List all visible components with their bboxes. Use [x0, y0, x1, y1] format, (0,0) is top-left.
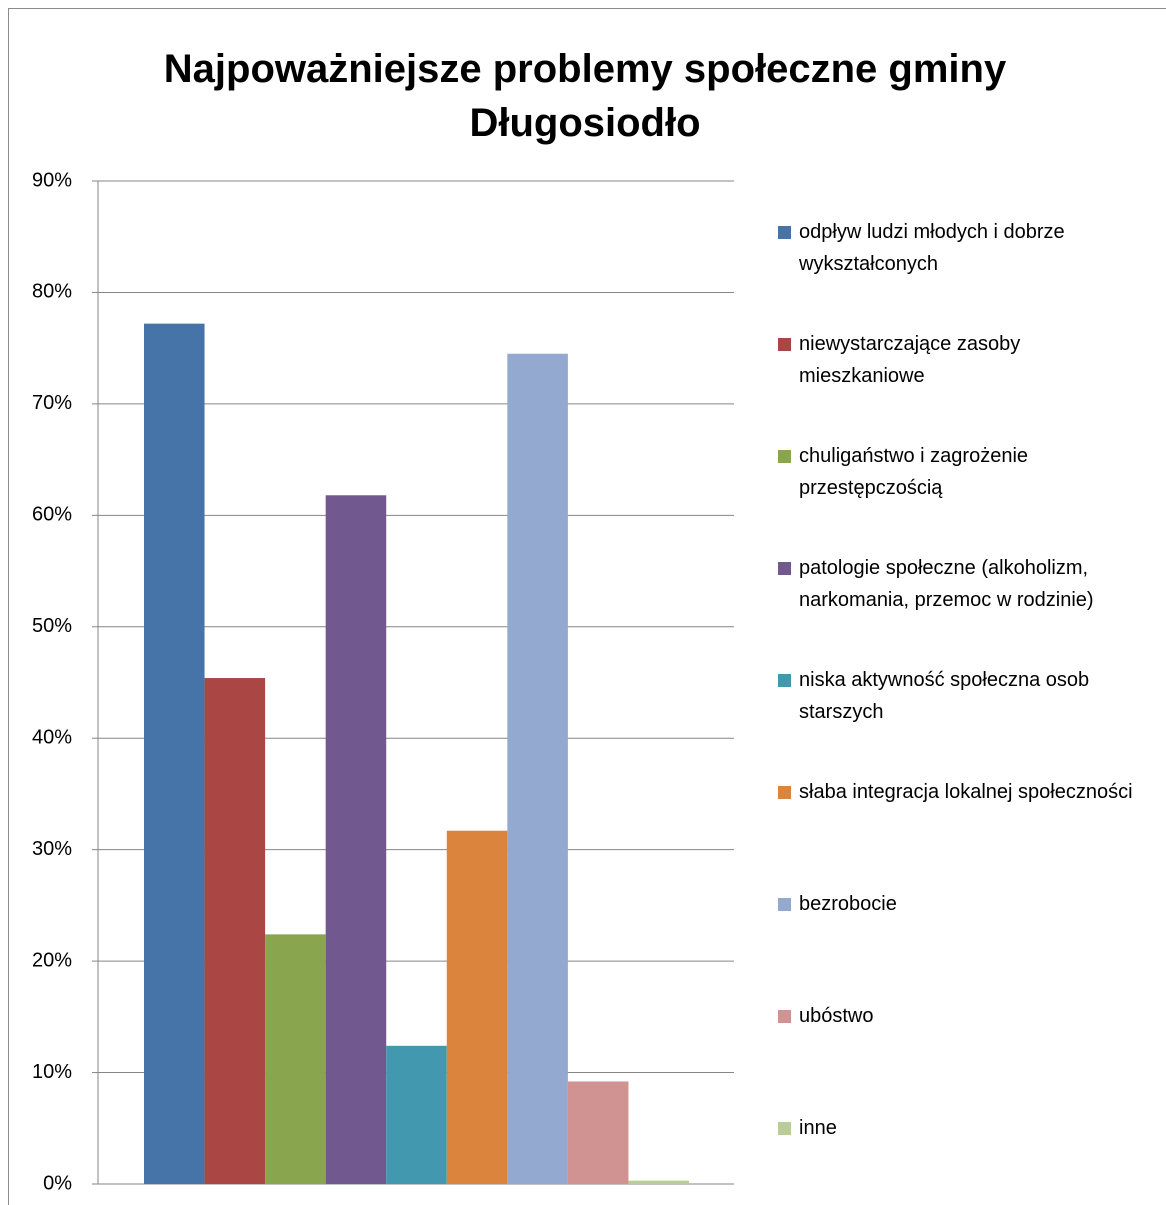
legend-swatch	[778, 562, 791, 575]
y-tick-label: 10%	[32, 1061, 72, 1083]
legend-item: inne	[778, 1112, 1148, 1144]
y-tick-label: 70%	[32, 392, 72, 414]
legend-label: odpływ ludzi młodych i dobrze wykształco…	[799, 221, 1065, 275]
bar	[386, 1045, 447, 1184]
legend-label: patologie społeczne (alkoholizm, narkoma…	[799, 557, 1094, 611]
legend-item: patologie społeczne (alkoholizm, narkoma…	[778, 552, 1148, 616]
bar	[507, 353, 568, 1184]
bar	[567, 1081, 629, 1184]
legend-label: bezrobocie	[799, 893, 897, 915]
legend-swatch	[778, 1122, 791, 1135]
legend-item: chuligaństwo i zagrożenie przestępczości…	[778, 440, 1148, 504]
legend-swatch	[778, 674, 791, 687]
legend-swatch	[778, 450, 791, 463]
legend-label: słaba integracja lokalnej społeczności	[799, 781, 1133, 803]
bar	[325, 495, 387, 1185]
y-tick-label: 0%	[43, 1172, 72, 1194]
y-tick-label: 50%	[32, 615, 72, 637]
legend-swatch	[778, 226, 791, 239]
legend-item: niewystarczające zasoby mieszkaniowe	[778, 328, 1148, 392]
legend-label: inne	[799, 1117, 837, 1139]
chart-frame	[8, 8, 1166, 1205]
legend-item: ubóstwo	[778, 1000, 1148, 1032]
legend-item: bezrobocie	[778, 888, 1148, 920]
legend-label: niska aktywność społeczna osob starszych	[799, 669, 1090, 723]
y-tick-label: 30%	[32, 838, 72, 860]
bar	[144, 323, 205, 1184]
legend-item: słaba integracja lokalnej społeczności	[778, 776, 1148, 808]
chart-title: Najpoważniejsze problemy społeczne gminy…	[163, 47, 1007, 145]
legend-label: ubóstwo	[799, 1005, 874, 1027]
y-tick-label: 90%	[32, 169, 72, 191]
y-tick-label: 20%	[32, 949, 72, 971]
legend-swatch	[778, 338, 791, 351]
y-tick-label: 80%	[32, 281, 72, 303]
bar	[628, 1180, 689, 1184]
y-tick-label: 40%	[32, 727, 72, 749]
legend-item: niska aktywność społeczna osob starszych	[778, 664, 1148, 728]
legend-swatch	[778, 1010, 791, 1023]
bar	[204, 678, 266, 1184]
bar	[265, 934, 326, 1184]
legend-label: chuligaństwo i zagrożenie przestępczości…	[799, 445, 1029, 499]
bar	[446, 830, 508, 1184]
legend-item: odpływ ludzi młodych i dobrze wykształco…	[778, 216, 1148, 280]
legend-swatch	[778, 786, 791, 799]
legend-swatch	[778, 898, 791, 911]
legend-label: niewystarczające zasoby mieszkaniowe	[799, 333, 1021, 387]
y-tick-label: 60%	[32, 504, 72, 526]
